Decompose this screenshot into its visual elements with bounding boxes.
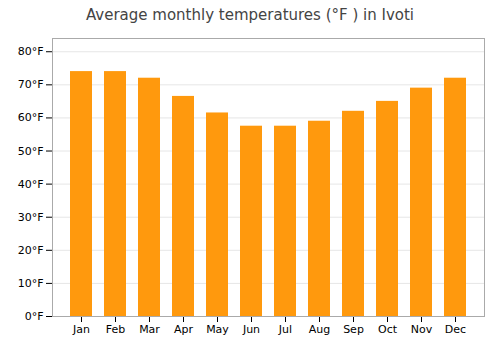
svg-text:Jan: Jan xyxy=(72,323,90,336)
svg-text:Sep: Sep xyxy=(343,323,364,336)
svg-text:70°F: 70°F xyxy=(18,78,44,91)
svg-text:20°F: 20°F xyxy=(18,244,44,257)
svg-text:Aug: Aug xyxy=(309,323,330,336)
svg-text:Dec: Dec xyxy=(445,323,466,336)
svg-text:10°F: 10°F xyxy=(18,277,44,290)
svg-text:Mar: Mar xyxy=(139,323,160,336)
html-text:Average monthly temperatures (: Average monthly temperatures (°F ) in Iv… xyxy=(86,6,414,24)
svg-text:Jun: Jun xyxy=(242,323,260,336)
svg-text:Feb: Feb xyxy=(106,323,125,336)
svg-text:0°F: 0°F xyxy=(25,310,44,323)
svg-text:40°F: 40°F xyxy=(18,178,44,191)
svg-text:50°F: 50°F xyxy=(18,145,44,158)
svg-text:80°F: 80°F xyxy=(18,45,44,58)
svg-text:Oct: Oct xyxy=(378,323,398,336)
svg-text:Apr: Apr xyxy=(174,323,194,336)
svg-text:60°F: 60°F xyxy=(18,111,44,124)
svg-text:30°F: 30°F xyxy=(18,211,44,224)
svg-text:May: May xyxy=(206,323,229,336)
svg-text:Nov: Nov xyxy=(411,323,433,336)
svg-text:Jul: Jul xyxy=(278,323,292,336)
